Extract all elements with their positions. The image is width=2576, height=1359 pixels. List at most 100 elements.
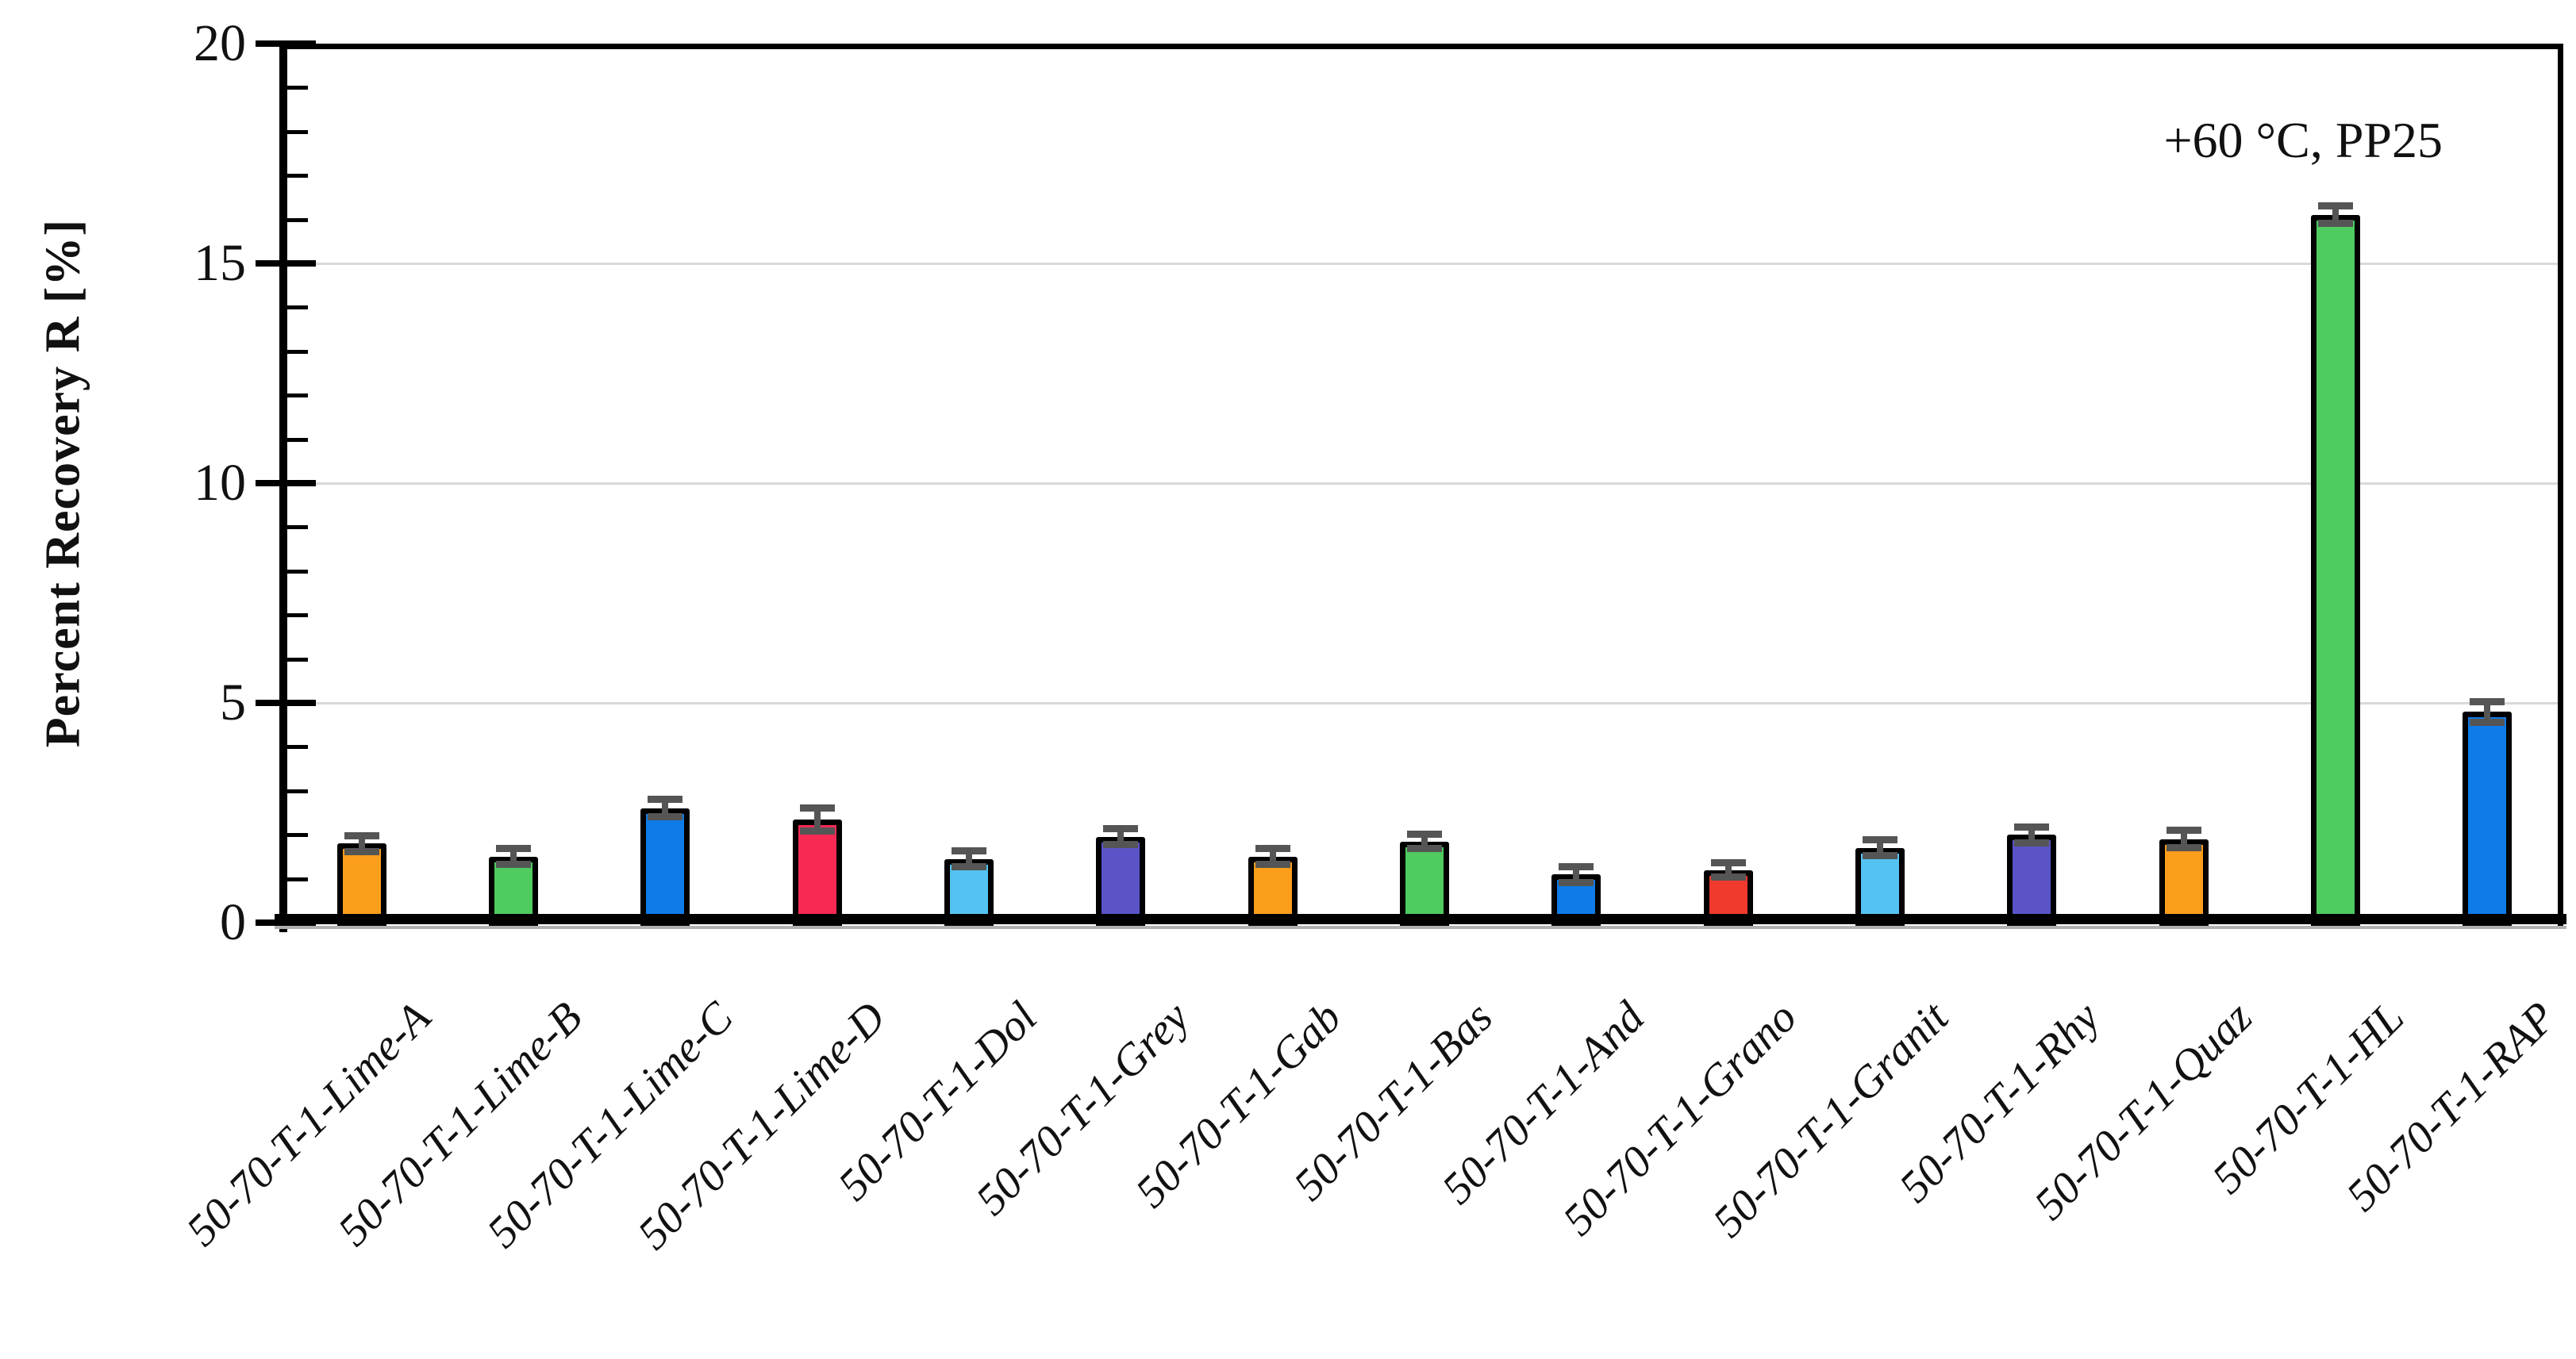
- bar: [793, 820, 842, 927]
- error-bar: [1711, 859, 1746, 881]
- y-minor-tick: [287, 658, 308, 662]
- error-bar-whisker: [1877, 836, 1883, 859]
- y-minor-tick: [287, 833, 308, 837]
- gridline: [287, 702, 2559, 704]
- y-tick-label: 15: [194, 234, 246, 292]
- y-major-tick: [256, 700, 316, 706]
- bar: [2311, 215, 2360, 927]
- y-minor-tick: [287, 745, 308, 749]
- error-bar-whisker: [510, 845, 517, 868]
- bar: [2463, 712, 2512, 927]
- y-minor-tick: [287, 393, 308, 397]
- y-tick-label: 5: [220, 674, 246, 731]
- error-bar-cap-bottom: [952, 863, 986, 870]
- error-bar-cap-top: [1559, 863, 1594, 870]
- x-axis-shadow: [275, 926, 2566, 929]
- error-bar: [1103, 825, 1138, 848]
- error-bar-cap-bottom: [1711, 873, 1746, 881]
- y-major-tick: [256, 480, 316, 486]
- error-bar-cap-top: [2014, 823, 2049, 831]
- error-bar-whisker: [814, 804, 821, 835]
- error-bar-whisker: [1725, 859, 1732, 881]
- error-bar: [1559, 863, 1594, 886]
- y-minor-tick: [287, 86, 308, 90]
- error-bar-whisker: [2332, 202, 2339, 227]
- error-bar: [2318, 202, 2353, 227]
- error-bar-cap-top: [952, 847, 986, 854]
- error-bar-cap-bottom: [1559, 879, 1594, 886]
- y-minor-tick: [287, 174, 308, 178]
- bar: [1096, 837, 1145, 927]
- error-bar-cap-top: [2318, 202, 2353, 209]
- error-bar-whisker: [2484, 698, 2490, 726]
- error-bar-cap-top: [344, 832, 379, 839]
- error-bar-whisker: [2028, 823, 2035, 846]
- y-tick-label: 20: [194, 14, 246, 72]
- error-bar: [2167, 827, 2201, 851]
- plot-border-right: [2558, 44, 2563, 929]
- x-axis-line: [275, 914, 2566, 924]
- error-bar-whisker: [1573, 863, 1579, 886]
- y-minor-tick: [287, 525, 308, 529]
- error-bar: [2470, 698, 2505, 726]
- error-bar-cap-bottom: [344, 848, 379, 855]
- y-minor-tick: [287, 789, 308, 793]
- error-bar: [800, 804, 835, 835]
- y-major-tick: [256, 260, 316, 267]
- gridline: [287, 482, 2559, 485]
- error-bar: [344, 832, 379, 855]
- error-bar: [496, 845, 531, 868]
- error-bar-cap-top: [2167, 827, 2201, 834]
- error-bar-cap-bottom: [2014, 839, 2049, 846]
- annotation-text: +60 °C, PP25: [2163, 112, 2443, 168]
- error-bar-whisker: [662, 796, 668, 820]
- error-bar-cap-bottom: [1407, 845, 1442, 852]
- y-minor-tick: [287, 613, 308, 617]
- bar: [2007, 835, 2056, 927]
- y-minor-tick: [287, 877, 308, 881]
- error-bar: [952, 847, 986, 870]
- error-bar: [1407, 831, 1442, 852]
- gridline: [287, 263, 2559, 265]
- error-bar-cap-bottom: [1863, 852, 1897, 859]
- y-minor-tick: [287, 438, 308, 442]
- y-minor-tick: [287, 570, 308, 574]
- y-axis-line: [279, 40, 287, 932]
- error-bar-whisker: [1270, 845, 1276, 868]
- bar: [640, 808, 690, 927]
- error-bar-whisker: [2181, 827, 2187, 851]
- bar: [1400, 842, 1449, 927]
- error-bar-cap-top: [496, 845, 531, 852]
- error-bar-cap-bottom: [1103, 841, 1138, 848]
- error-bar-cap-top: [1255, 845, 1290, 852]
- error-bar-whisker: [359, 832, 365, 855]
- y-minor-tick: [287, 350, 308, 354]
- y-minor-tick: [287, 130, 308, 134]
- y-major-tick: [256, 919, 316, 926]
- error-bar-cap-top: [800, 804, 835, 812]
- error-bar-cap-top: [1407, 831, 1442, 838]
- error-bar: [1863, 836, 1897, 859]
- error-bar: [1255, 845, 1290, 868]
- error-bar-cap-bottom: [1255, 861, 1290, 868]
- error-bar-cap-bottom: [2470, 719, 2505, 726]
- error-bar-whisker: [1117, 825, 1124, 848]
- error-bar-cap-bottom: [2318, 220, 2353, 227]
- error-bar-whisker: [1421, 831, 1428, 852]
- error-bar: [648, 796, 682, 820]
- error-bar-cap-bottom: [496, 861, 531, 868]
- y-minor-tick: [287, 305, 308, 309]
- error-bar-cap-top: [1103, 825, 1138, 832]
- error-bar-cap-top: [1711, 859, 1746, 866]
- y-tick-label: 10: [194, 454, 246, 512]
- error-bar-cap-bottom: [800, 827, 835, 835]
- error-bar-cap-top: [2470, 698, 2505, 705]
- error-bar-whisker: [966, 847, 972, 870]
- plot-border-top: [279, 44, 2563, 49]
- error-bar-cap-bottom: [648, 813, 682, 820]
- error-bar-cap-top: [1863, 836, 1897, 843]
- y-major-tick: [256, 40, 316, 47]
- error-bar-cap-top: [648, 796, 682, 803]
- error-bar-cap-bottom: [2167, 844, 2201, 851]
